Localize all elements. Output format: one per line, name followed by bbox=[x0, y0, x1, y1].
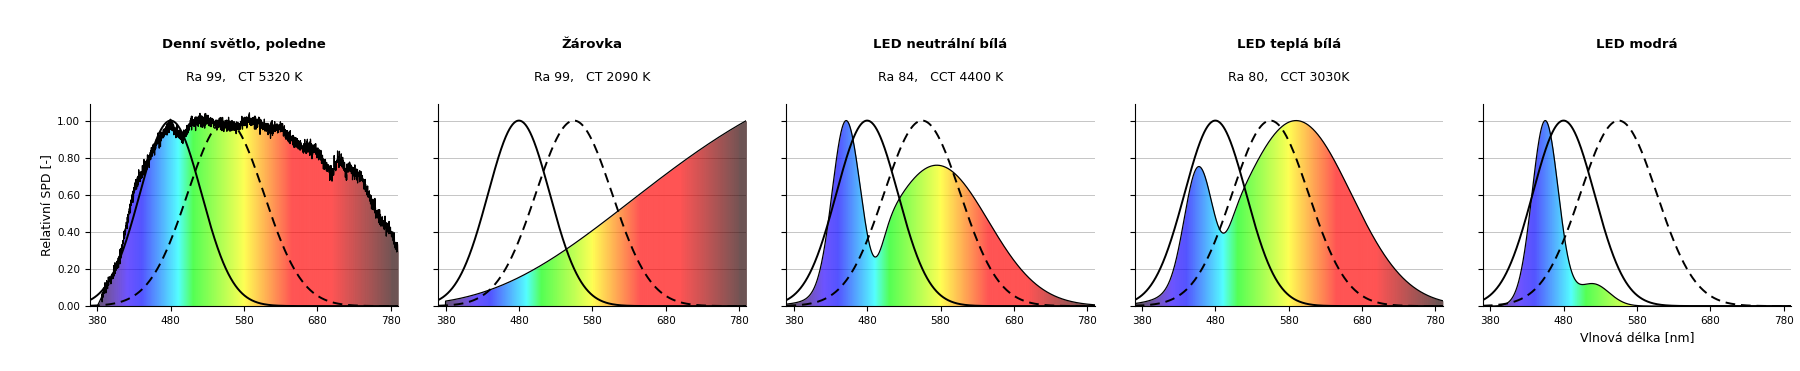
Text: Ra 99,   CT 5320 K: Ra 99, CT 5320 K bbox=[185, 70, 302, 83]
Text: LED teplá bílá: LED teplá bílá bbox=[1237, 38, 1341, 51]
Text: Ra 99,   CT 2090 K: Ra 99, CT 2090 K bbox=[535, 70, 650, 83]
Text: Žárovka: Žárovka bbox=[562, 38, 623, 51]
X-axis label: Vlnová délka [nm]: Vlnová délka [nm] bbox=[1580, 331, 1694, 344]
Text: LED modrá: LED modrá bbox=[1597, 38, 1678, 51]
Text: Denní světlo, poledne: Denní světlo, poledne bbox=[162, 38, 326, 51]
Text: Ra 84,   CCT 4400 K: Ra 84, CCT 4400 K bbox=[878, 70, 1003, 83]
Text: LED neutrální bílá: LED neutrální bílá bbox=[873, 38, 1008, 51]
Y-axis label: Relativní SPD [-]: Relativní SPD [-] bbox=[40, 154, 54, 256]
Text: Ra 80,   CCT 3030K: Ra 80, CCT 3030K bbox=[1228, 70, 1350, 83]
